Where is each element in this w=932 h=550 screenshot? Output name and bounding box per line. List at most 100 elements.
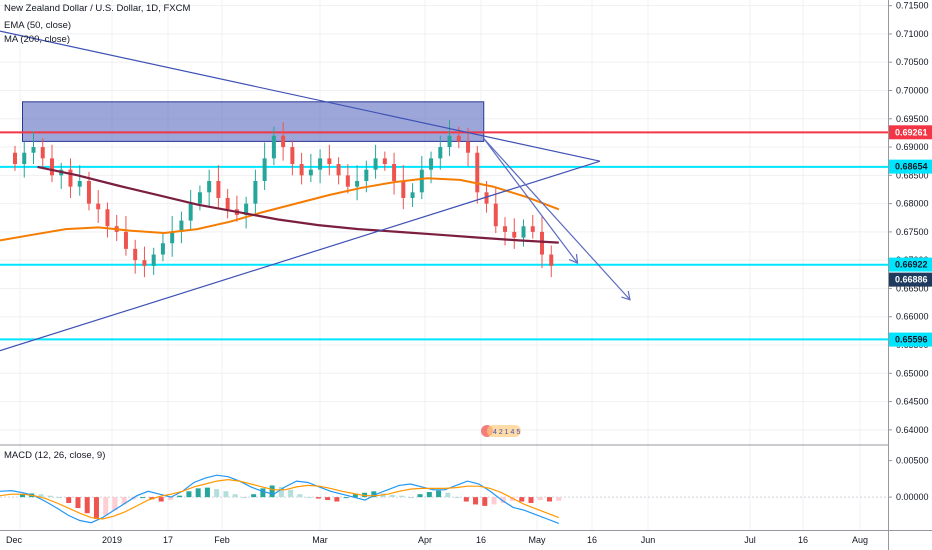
candle-body-2 (31, 147, 36, 153)
candle-body-17 (170, 231, 175, 244)
candle-body-45 (429, 158, 434, 170)
candle-body-10 (105, 209, 110, 227)
macd-hist-bar-25 (251, 494, 257, 498)
macd-hist-bar-7 (84, 497, 90, 514)
macd-hist-bar-44 (426, 492, 432, 498)
event-badge-text: 4 2 1 4 5 (493, 429, 520, 436)
macd-hist-bar-31 (306, 497, 312, 499)
candle-body-26 (253, 180, 258, 204)
candle-body-58 (549, 254, 554, 266)
candle-body-55 (521, 226, 526, 238)
macd-hist-bar-42 (408, 497, 414, 499)
candle-body-25 (244, 203, 249, 215)
candle-body-32 (308, 169, 313, 176)
candle-body-7 (77, 180, 82, 187)
macd-hist-bar-26 (260, 488, 266, 498)
candle-body-36 (345, 175, 350, 187)
xtick-label-12: Aug (852, 535, 868, 545)
xtick-label-4: Mar (312, 535, 328, 545)
candle-body-12 (123, 231, 128, 249)
macd-hist-bar-28 (278, 486, 284, 498)
macd-hist-bar-2 (38, 494, 44, 498)
xtick-label-10: Jul (744, 535, 756, 545)
candle-body-18 (179, 220, 184, 232)
ytick-label-14: 0.64500 (896, 397, 929, 407)
candle-body-1 (22, 152, 27, 165)
macd-hist-bar-43 (417, 494, 423, 498)
macd-hist-bar-48 (463, 497, 469, 502)
candle-body-39 (373, 158, 378, 170)
candle-body-42 (401, 180, 406, 198)
price-label-bg-4 (889, 332, 932, 347)
macd-hist-bar-24 (241, 497, 247, 499)
macd-hist-bar-19 (195, 488, 201, 498)
ytick-label-4: 0.69500 (896, 114, 929, 124)
ma-200-line (37, 165, 559, 244)
ytick-label-15: 0.64000 (896, 425, 929, 435)
macd-hist-bar-33 (325, 497, 331, 501)
candle-body-54 (512, 231, 517, 238)
macd-hist-bar-49 (473, 497, 479, 505)
macd-hist-bar-45 (436, 490, 442, 498)
candle-body-49 (466, 141, 471, 153)
candle-body-57 (540, 231, 545, 255)
ytick-label-3: 0.70000 (896, 85, 929, 95)
ytick-label-1: 0.71000 (896, 29, 929, 39)
xtick-label-0: Dec (6, 535, 23, 545)
price-label-bg-0 (889, 125, 932, 140)
macd-ytick-label-0: 0.00500 (896, 456, 929, 466)
overlays-back (0, 101, 888, 341)
candle-body-50 (475, 152, 480, 193)
ma-legend: MA (200, close) (4, 34, 70, 45)
macd-hist-bar-4 (56, 497, 62, 499)
macd-pane (0, 474, 888, 524)
candle-body-48 (456, 135, 461, 142)
ytick-label-7: 0.68000 (896, 199, 929, 209)
macd-line (0, 474, 560, 524)
macd-hist-bar-11 (121, 497, 127, 505)
macd-hist-bar-10 (112, 497, 118, 511)
supply-zone (22, 101, 485, 142)
macd-hist-bar-23 (232, 494, 238, 498)
ytick-label-13: 0.65000 (896, 368, 929, 378)
candle-body-52 (493, 203, 498, 227)
candle-body-46 (438, 147, 443, 159)
event-badge-bg (487, 425, 521, 437)
macd-hist-bar-15 (158, 497, 164, 502)
projection-arrowhead-0 (568, 253, 579, 264)
macd-hist-bar-30 (297, 494, 303, 498)
macd-hist-bar-46 (445, 492, 451, 498)
xtick-label-3: Feb (214, 535, 230, 545)
price-label-0: 0.69261 (895, 127, 928, 137)
ytick-label-2: 0.70500 (896, 57, 929, 67)
candle-body-22 (216, 180, 221, 198)
xtick-label-8: 16 (587, 535, 597, 545)
candle-body-13 (133, 248, 138, 261)
ytick-label-6: 0.68500 (896, 170, 929, 180)
xtick-label-2: 17 (163, 535, 173, 545)
candle-body-6 (68, 169, 73, 187)
xtick-label-1: 2019 (102, 535, 122, 545)
symbol-title: New Zealand Dollar / U.S. Dollar, 1D, FX… (4, 3, 191, 14)
macd-signal-line (0, 478, 560, 520)
xtick-label-5: Apr (418, 535, 432, 545)
macd-hist-bar-18 (186, 491, 192, 498)
macd-hist-bar-40 (389, 494, 395, 498)
ytick-label-11: 0.66000 (896, 312, 929, 322)
candle-body-8 (86, 180, 91, 204)
candle-body-0 (13, 152, 17, 165)
macd-hist-bar-50 (482, 497, 488, 506)
macd-hist-bar-37 (362, 492, 368, 498)
macd-hist-bar-29 (288, 489, 294, 498)
xtick-label-7: May (528, 535, 546, 545)
candle-body-41 (392, 164, 397, 181)
projection-arrowhead-1 (621, 290, 631, 301)
candle-body-35 (336, 164, 341, 176)
overlays-front[interactable]: 4 2 1 4 5 (0, 30, 631, 437)
candle-body-40 (382, 158, 387, 165)
macd-hist-bar-8 (93, 497, 99, 520)
macd-hist-bar-3 (47, 495, 53, 498)
macd-hist-bar-6 (75, 497, 81, 509)
